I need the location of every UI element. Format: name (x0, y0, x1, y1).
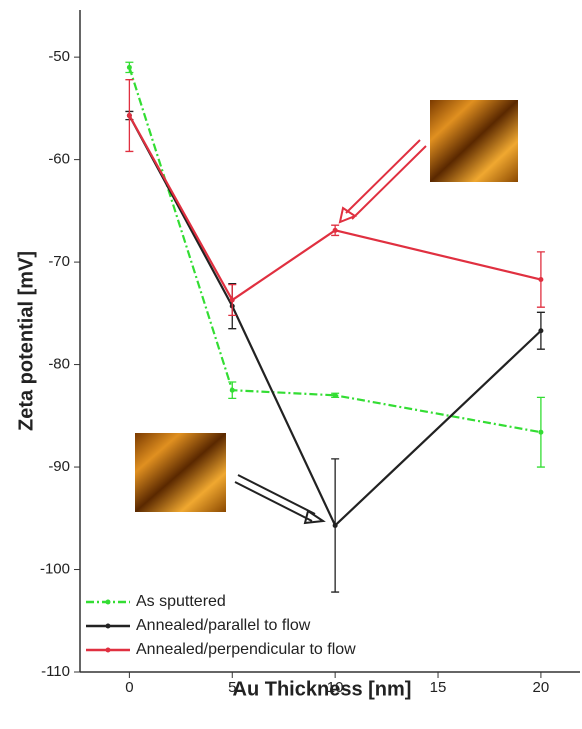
legend-marker (105, 647, 111, 653)
series-line (128, 115, 542, 528)
data-point (538, 277, 544, 283)
legend-marker (105, 599, 111, 605)
data-point (332, 522, 338, 528)
x-tick-label: 20 (533, 679, 550, 696)
x-tick-label: 5 (228, 679, 236, 696)
y-tick-label: -50 (48, 48, 70, 65)
arrow (338, 139, 427, 224)
data-point (229, 387, 235, 393)
y-tick-label: -90 (48, 458, 70, 475)
data-point (332, 392, 338, 398)
legend-marker (105, 623, 111, 629)
x-tick-label: 10 (327, 679, 344, 696)
data-point (126, 64, 132, 70)
x-tick-label: 15 (430, 679, 447, 696)
series-line (128, 115, 542, 302)
y-tick-label: -60 (48, 151, 70, 168)
data-point (126, 113, 132, 119)
data-point (332, 227, 338, 233)
y-axis-title: Zeta potential [mV] (15, 251, 37, 431)
y-tick-label: -70 (48, 253, 70, 270)
afm-image (135, 433, 226, 512)
y-tick-label: -80 (48, 356, 70, 373)
legend-label: As sputtered (136, 593, 226, 610)
arrow (234, 474, 326, 525)
x-axis-title: Au Thickness [nm] (233, 678, 412, 700)
y-tick-label: -100 (40, 560, 70, 577)
x-tick-label: 0 (125, 679, 133, 696)
series-line (128, 67, 542, 434)
data-point (538, 328, 544, 334)
y-tick-label: -110 (41, 663, 70, 680)
legend-label: Annealed/parallel to flow (136, 617, 311, 634)
legend-label: Annealed/perpendicular to flow (136, 641, 356, 658)
data-point (229, 297, 235, 303)
data-point (538, 429, 544, 435)
afm-image (430, 100, 518, 182)
